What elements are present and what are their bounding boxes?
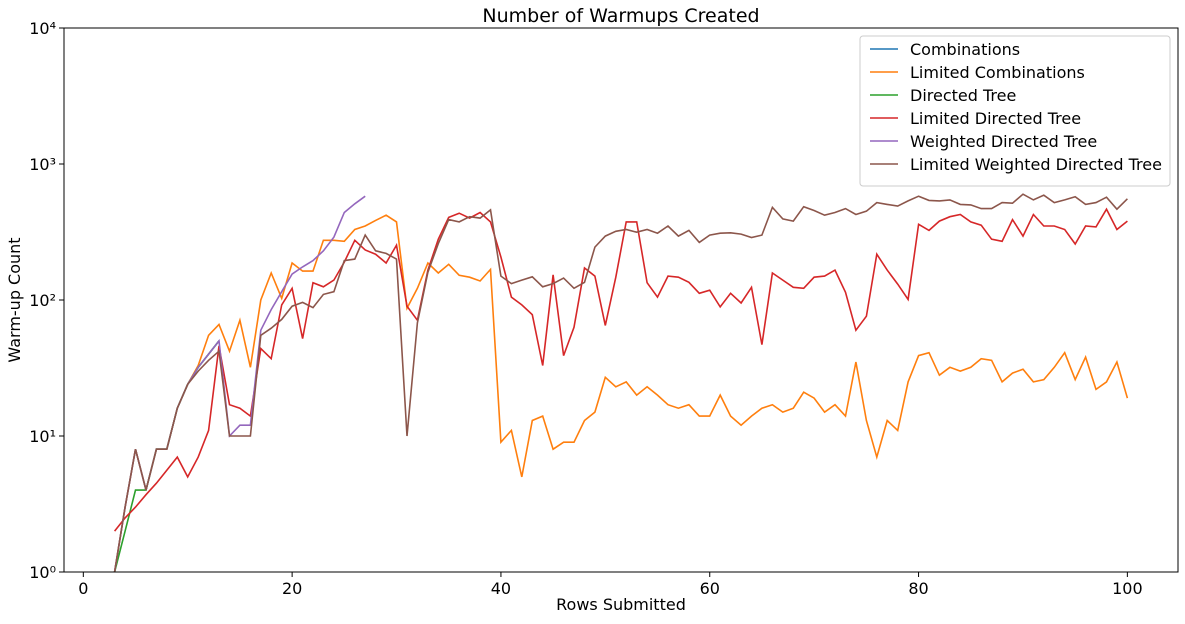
y-tick-label: 10⁰: [29, 563, 56, 582]
y-tick-label: 10³: [29, 155, 56, 174]
series-line: [113, 214, 1129, 573]
legend-label: Limited Directed Tree: [910, 109, 1081, 128]
x-tick-label: 40: [491, 579, 511, 598]
legend-label: Directed Tree: [910, 86, 1016, 105]
x-tick-label: 20: [282, 579, 302, 598]
legend-label: Combinations: [910, 40, 1020, 59]
y-tick-label: 10⁴: [29, 19, 56, 38]
y-tick-label: 10¹: [29, 427, 56, 446]
series-line: [113, 207, 1128, 532]
x-tick-label: 60: [700, 579, 720, 598]
legend-label: Limited Weighted Directed Tree: [910, 155, 1162, 174]
y-tick-label: 10²: [29, 291, 56, 310]
x-tick-label: 100: [1112, 579, 1143, 598]
chart-title: Number of Warmups Created: [482, 5, 759, 27]
x-axis-label: Rows Submitted: [556, 595, 686, 614]
x-tick-label: 0: [78, 579, 88, 598]
legend-label: Limited Combinations: [910, 63, 1085, 82]
plot-area: [113, 193, 1129, 573]
series-line: [113, 193, 1128, 573]
legend-box: [859, 35, 1171, 187]
x-tick-label: 80: [908, 579, 928, 598]
legend: Combinations Limited Combinations Directed…: [859, 35, 1171, 187]
legend-label: Weighted Directed Tree: [910, 132, 1097, 151]
y-axis-label: Warm-up Count: [5, 237, 24, 362]
